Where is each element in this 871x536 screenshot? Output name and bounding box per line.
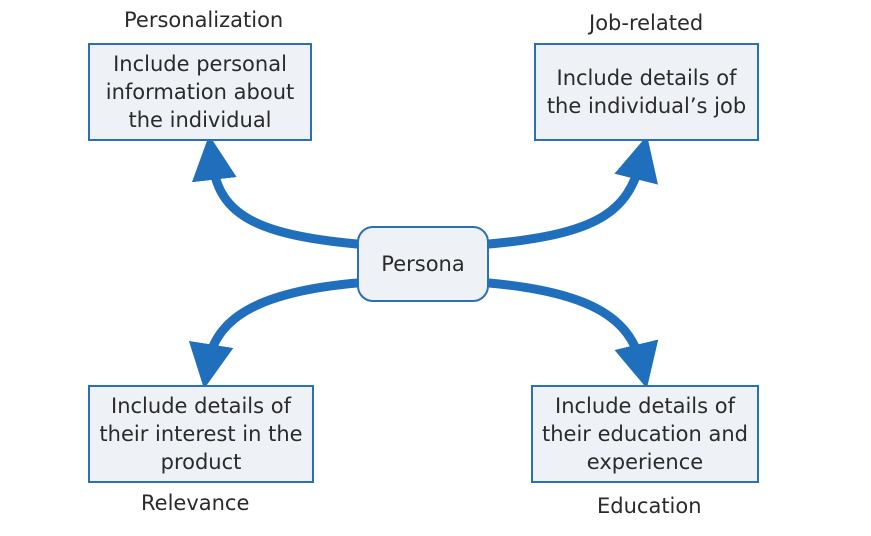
box-relevance: Include details of their interest in the… xyxy=(88,385,314,483)
box-personalization-text: Include personal information about the i… xyxy=(105,52,295,132)
arrow-to-job-related xyxy=(484,135,659,249)
box-relevance-text: Include details of their interest in the… xyxy=(99,394,303,474)
center-node-label: Persona xyxy=(381,252,465,276)
caption-relevance: Relevance xyxy=(141,491,250,515)
arrow-to-education xyxy=(484,278,659,389)
arrow-to-relevance xyxy=(188,278,362,389)
box-education: Include details of their education and e… xyxy=(531,385,759,483)
caption-education: Education xyxy=(597,494,702,518)
center-node-persona: Persona xyxy=(357,226,489,302)
box-job-related: Include details of the individual’s job xyxy=(534,43,759,141)
box-education-text: Include details of their education and e… xyxy=(542,394,748,474)
box-job-related-text: Include details of the individual’s job xyxy=(546,66,747,118)
box-personalization: Include personal information about the i… xyxy=(88,43,312,141)
arrow-to-personalization xyxy=(191,134,362,249)
caption-personalization: Personalization xyxy=(124,8,284,32)
caption-job-related: Job-related xyxy=(589,11,704,35)
